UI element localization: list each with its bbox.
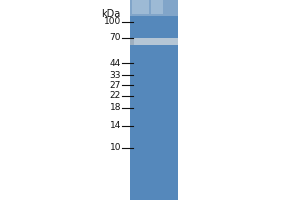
Text: 33: 33 bbox=[110, 71, 121, 79]
Text: 70: 70 bbox=[110, 33, 121, 43]
Bar bbox=[130, 0, 178, 16]
Text: 18: 18 bbox=[110, 104, 121, 112]
Text: 22: 22 bbox=[110, 92, 121, 100]
Text: 10: 10 bbox=[110, 144, 121, 152]
Text: kDa: kDa bbox=[101, 9, 120, 19]
Bar bbox=[130, 38, 134, 45]
Bar bbox=[130, 38, 178, 45]
Text: 100: 100 bbox=[104, 18, 121, 26]
Bar bbox=[151, 0, 163, 14]
Bar bbox=[130, 0, 178, 200]
Text: 44: 44 bbox=[110, 58, 121, 68]
Text: 14: 14 bbox=[110, 121, 121, 130]
Text: 27: 27 bbox=[110, 80, 121, 90]
Bar bbox=[132, 0, 149, 14]
